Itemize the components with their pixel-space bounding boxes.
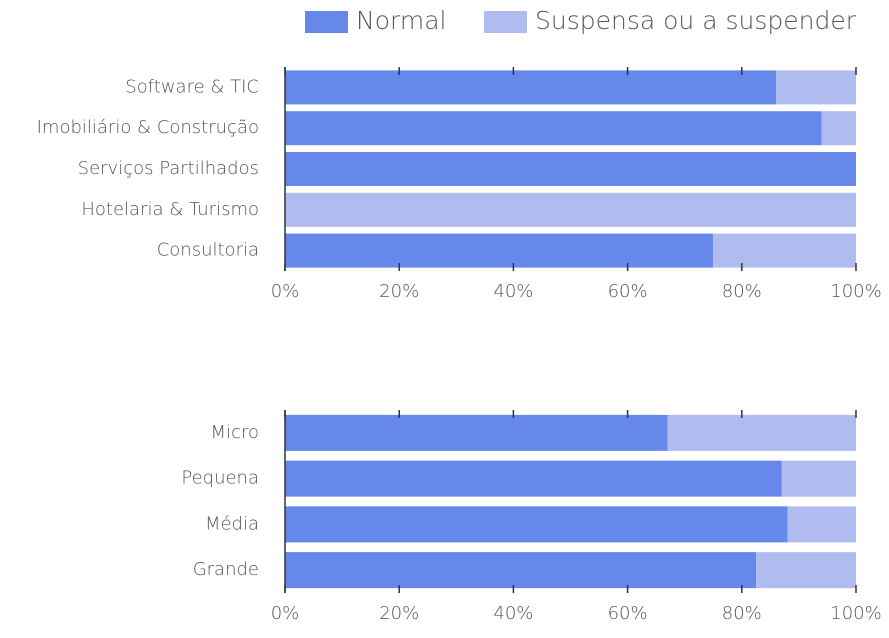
- bar-segment: [667, 414, 856, 451]
- y-tick-label: Grande: [193, 559, 259, 580]
- x-tick-label: 0%: [271, 281, 300, 302]
- bar-segment: [781, 460, 856, 497]
- x-tick-label: 40%: [493, 603, 533, 624]
- legend-swatch: [484, 11, 527, 33]
- bar-segment: [821, 111, 856, 146]
- x-tick-label: 20%: [379, 603, 419, 624]
- y-tick-label: Média: [205, 513, 259, 534]
- x-tick-label: 20%: [379, 281, 419, 302]
- x-tick-label: 60%: [608, 603, 648, 624]
- y-tick-label: Pequena: [181, 468, 259, 489]
- legend-label: Suspensa ou a suspender: [535, 6, 857, 35]
- bar-segment: [787, 506, 856, 543]
- bar-segment: [776, 70, 856, 105]
- x-tick-label: 80%: [722, 603, 762, 624]
- y-tick-label: Micro: [211, 422, 259, 443]
- bar-segment: [713, 233, 856, 268]
- bar-segment: [285, 152, 856, 186]
- y-tick-label: Serviços Partilhados: [78, 158, 259, 179]
- x-tick-label: 100%: [830, 281, 881, 302]
- x-tick-label: 0%: [271, 603, 300, 624]
- x-tick-label: 40%: [493, 281, 533, 302]
- bar-segment: [285, 414, 668, 451]
- legend-swatch: [305, 11, 348, 33]
- bar-segment: [285, 552, 757, 589]
- bar-segment: [285, 111, 822, 146]
- bar-segment: [285, 506, 788, 543]
- x-tick-label: 80%: [722, 281, 762, 302]
- bar-segment: [756, 552, 856, 589]
- y-tick-label: Consultoria: [157, 240, 259, 261]
- bar-segment: [285, 192, 856, 227]
- y-tick-label: Software & TIC: [125, 76, 259, 97]
- y-tick-label: Hotelaria & Turismo: [81, 199, 259, 220]
- bar-segment: [285, 233, 714, 268]
- x-tick-label: 100%: [830, 603, 881, 624]
- y-tick-label: Imobiliário & Construção: [37, 117, 259, 138]
- bar-segment: [285, 70, 777, 105]
- legend-label: Normal: [356, 6, 446, 35]
- bar-segment: [285, 460, 782, 497]
- x-tick-label: 60%: [608, 281, 648, 302]
